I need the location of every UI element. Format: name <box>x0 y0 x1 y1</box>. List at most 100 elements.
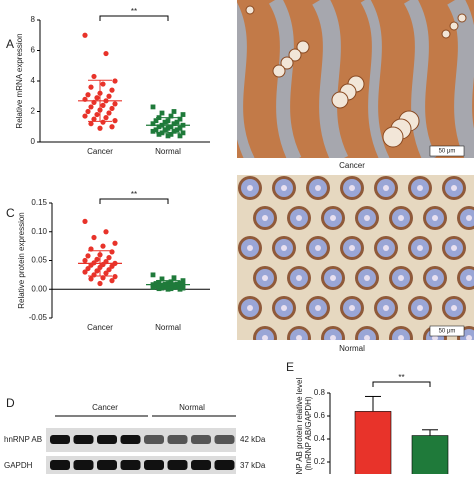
data-point <box>156 283 162 289</box>
data-point <box>85 265 91 272</box>
data-point <box>106 93 112 99</box>
data-point <box>165 286 171 292</box>
blot-band <box>144 435 164 444</box>
data-point <box>109 278 115 284</box>
data-point <box>171 109 177 114</box>
crypt-center <box>383 245 389 251</box>
stroma <box>312 0 349 158</box>
data-point <box>106 267 112 273</box>
crypt-center <box>466 275 472 281</box>
blot-band <box>191 435 211 444</box>
gland <box>280 56 294 70</box>
gland <box>331 91 349 109</box>
data-point <box>159 110 165 116</box>
data-point <box>162 127 168 133</box>
y-tick-label: 4 <box>31 76 36 85</box>
data-point <box>91 234 97 241</box>
data-point <box>162 284 168 290</box>
y-tick-label: 0.4 <box>314 434 326 443</box>
gland <box>457 13 467 23</box>
data-point <box>88 84 94 90</box>
data-point <box>85 108 91 115</box>
crypt-center <box>417 245 423 251</box>
data-point <box>103 50 109 57</box>
data-point <box>103 270 109 276</box>
crypt-center <box>417 305 423 311</box>
data-point <box>97 125 103 131</box>
data-point <box>109 87 115 93</box>
data-point <box>150 121 156 127</box>
data-point <box>156 131 162 137</box>
crypt-center <box>296 275 302 281</box>
data-point <box>171 285 177 290</box>
bar <box>411 435 449 479</box>
data-point <box>177 283 183 289</box>
data-point <box>103 229 109 235</box>
crypt-center <box>349 185 355 191</box>
data-point <box>153 127 159 133</box>
crypt-lumen <box>324 329 342 340</box>
data-point <box>180 112 186 117</box>
data-point <box>174 119 180 125</box>
blot-band <box>73 435 94 444</box>
cancer-tissue-image <box>237 0 474 158</box>
data-point <box>171 128 177 134</box>
data-point <box>156 124 162 130</box>
data-point <box>88 121 94 127</box>
data-point <box>91 116 97 122</box>
y-tick-label: 0.05 <box>31 256 47 265</box>
panel-label: E <box>286 360 294 374</box>
crypt-center <box>364 335 370 340</box>
data-point <box>177 116 183 122</box>
data-point <box>112 78 118 84</box>
data-point <box>94 256 100 262</box>
crypt-center <box>315 245 321 251</box>
y-tick-label: -0.05 <box>29 313 48 322</box>
gland <box>296 40 310 54</box>
crypt-center <box>262 335 268 340</box>
y-tick-label: 6 <box>31 46 36 55</box>
data-point <box>165 133 171 139</box>
scale-box <box>429 145 465 157</box>
data-point <box>112 118 118 124</box>
y-tick-label: 2 <box>31 107 36 116</box>
crypt-center <box>247 305 253 311</box>
data-point <box>168 131 174 137</box>
data-point <box>177 125 183 131</box>
crypt-center <box>330 335 336 340</box>
blot-band <box>50 435 70 444</box>
crypt-center <box>330 215 336 221</box>
y-axis-label: Relative protein expression <box>17 212 26 309</box>
data-point <box>153 283 159 289</box>
blot-band <box>167 460 188 470</box>
blot-band <box>97 435 117 444</box>
data-point <box>171 121 177 127</box>
data-point <box>156 279 162 285</box>
gland <box>288 48 302 62</box>
blot-group: Cancer <box>92 403 118 412</box>
significance-bracket <box>99 198 169 204</box>
scale-label: 50 μm <box>439 149 456 155</box>
data-point <box>94 268 100 274</box>
crypt-center <box>451 245 457 251</box>
crypt-center <box>398 335 404 340</box>
blot-band <box>97 460 117 470</box>
blot-band <box>120 435 141 444</box>
data-point <box>150 285 156 290</box>
data-point <box>168 283 174 289</box>
significance: ** <box>131 7 137 16</box>
data-point <box>177 286 183 292</box>
y-tick-label: 0.00 <box>31 284 47 293</box>
gland <box>382 126 404 148</box>
crypt-center <box>349 305 355 311</box>
crypt-center <box>432 215 438 221</box>
data-point <box>88 276 94 282</box>
data-point <box>112 101 118 107</box>
data-point <box>112 274 118 280</box>
data-point <box>109 263 115 269</box>
significance: ** <box>398 373 404 382</box>
data-point <box>100 102 106 108</box>
data-point <box>159 276 165 282</box>
bar <box>354 411 392 479</box>
